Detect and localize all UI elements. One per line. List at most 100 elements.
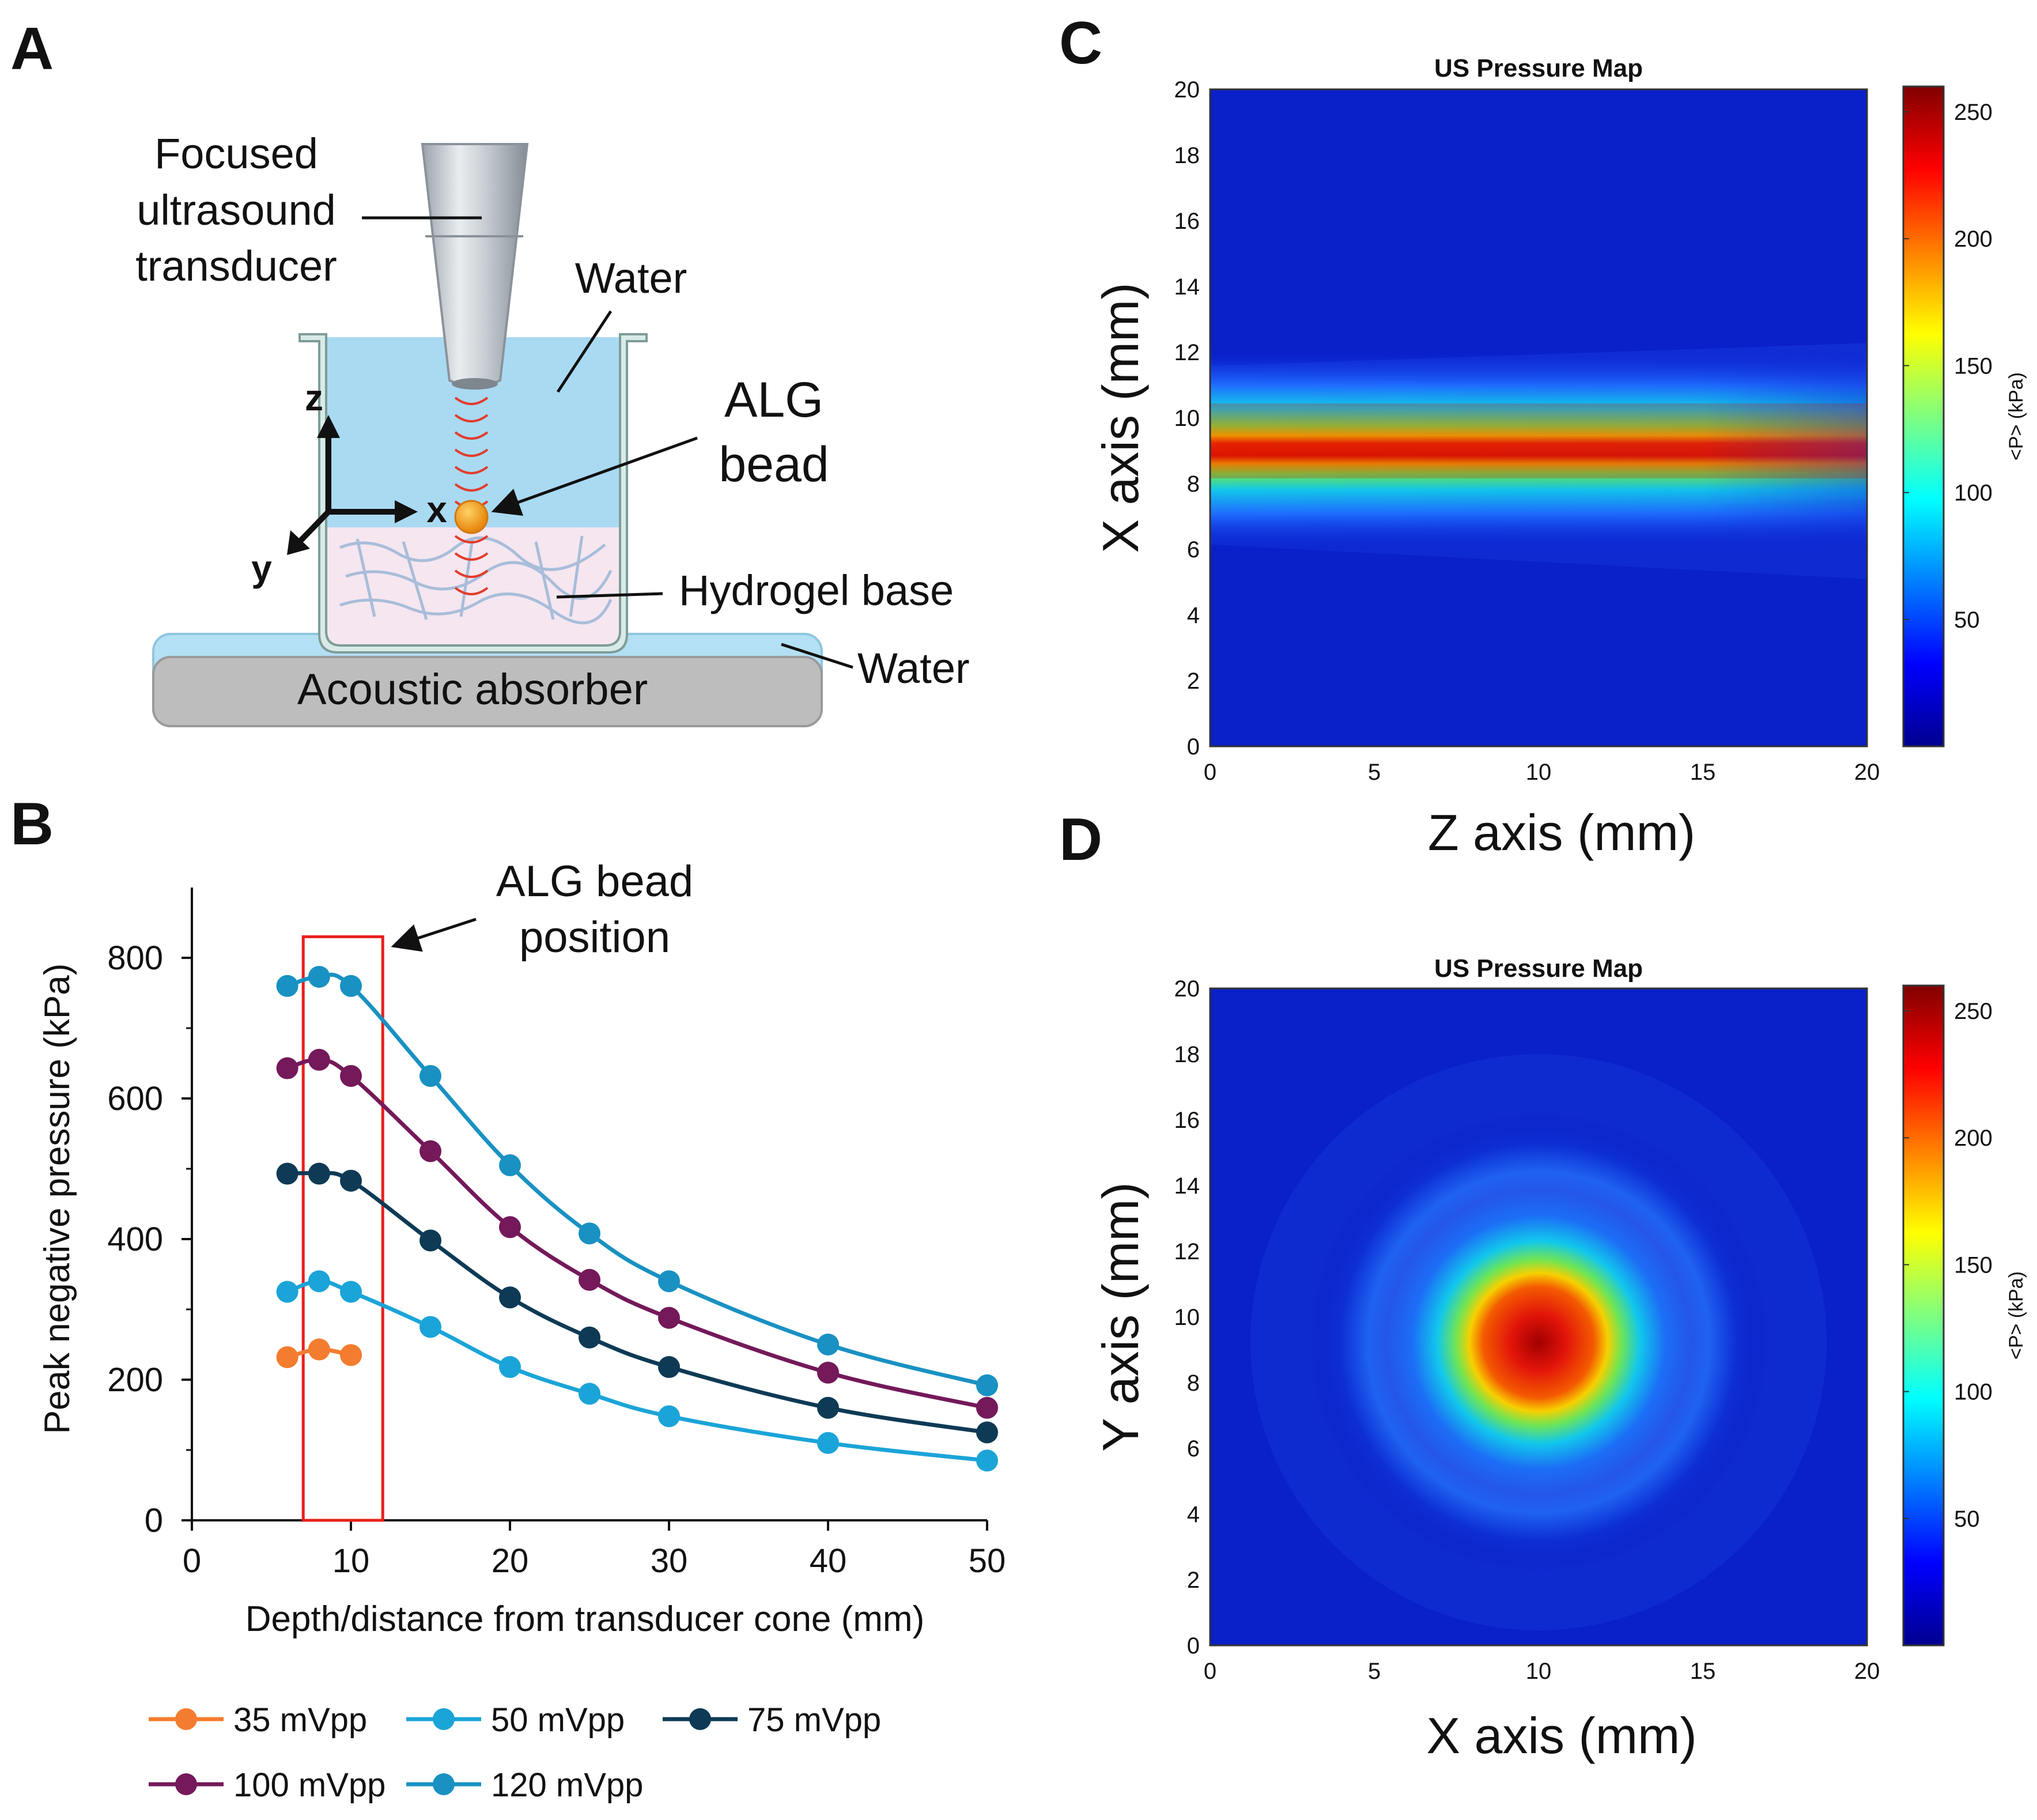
chart-b-y-tick-label: 400 — [107, 1221, 163, 1258]
map-y-tick-label: 14 — [1174, 274, 1200, 300]
data-point-75-mvpp — [976, 1421, 998, 1444]
map-y-tick-label: 20 — [1174, 77, 1200, 103]
data-point-120-mvpp — [276, 975, 298, 997]
well-container — [298, 333, 648, 654]
map-y-tick-label: 12 — [1174, 1239, 1200, 1264]
bead-label-line2: bead — [719, 437, 829, 492]
colorbar-tick-label: 200 — [1954, 226, 1993, 252]
data-point-75-mvpp — [817, 1396, 839, 1419]
legend-item-50-mvpp: 50 mVpp — [406, 1701, 625, 1739]
data-point-100-mvpp — [976, 1396, 998, 1419]
chart-b-y-axis-label: Peak negative pressure (kPa) — [37, 964, 77, 1434]
data-point-50-mvpp — [276, 1281, 298, 1303]
map-x-tick-label: 5 — [1368, 1659, 1381, 1684]
legend-item-75-mvpp: 75 mVpp — [663, 1701, 881, 1739]
data-point-50-mvpp — [420, 1316, 441, 1338]
map-y-tick-label: 6 — [1187, 537, 1200, 562]
hydrogel-base — [326, 527, 620, 645]
data-point-120-mvpp — [658, 1270, 680, 1293]
series-line-120-mvpp — [286, 972, 988, 1388]
hydrogel-leader — [556, 592, 663, 599]
data-point-100-mvpp — [340, 1064, 362, 1087]
legend-label: 120 mVpp — [491, 1766, 643, 1804]
map-x-tick-label: 5 — [1368, 760, 1381, 785]
colorbar-gradient — [1902, 85, 1945, 747]
map-y-tick-label: 0 — [1187, 734, 1200, 760]
colorbar-label: <P> (kPa) — [2005, 1271, 2027, 1360]
legend-item-120-mvpp: 120 mVpp — [406, 1766, 643, 1804]
data-point-120-mvpp — [579, 1222, 600, 1245]
pressure-depth-chart: B 0 200 400 600 800 0 10 20 30 40 50 ALG bead posi… — [10, 791, 1006, 1804]
map-c-title: US Pressure Map — [1434, 54, 1643, 82]
colorbar-tick-label: 250 — [1954, 100, 1993, 125]
map-y-tick-label: 14 — [1174, 1173, 1200, 1199]
data-point-50-mvpp — [817, 1432, 839, 1454]
chart-b-x-tick-label: 10 — [332, 1542, 370, 1580]
map-x-tick-label: 20 — [1854, 1659, 1880, 1684]
colorbar-tick-label: 50 — [1954, 607, 1980, 633]
colorbar-tick-label: 250 — [1954, 999, 1993, 1024]
chart-b-y-tick-label: 800 — [107, 939, 163, 977]
map-y-tick-label: 12 — [1174, 340, 1200, 365]
alg-bead — [454, 500, 489, 534]
chart-b-y-tick-label: 600 — [107, 1080, 163, 1117]
data-point-120-mvpp — [308, 965, 330, 988]
map-y-tick-label: 4 — [1187, 1502, 1200, 1527]
map-c-x-axis-label: Z axis (mm) — [1428, 804, 1695, 861]
chart-b-y-tick-label: 200 — [107, 1361, 163, 1399]
map-x-tick-label: 10 — [1526, 760, 1552, 785]
axis-x-label: x — [426, 489, 447, 530]
map-y-tick-label: 4 — [1187, 603, 1200, 628]
series-line-50-mvpp — [286, 1279, 988, 1463]
acoustic-absorber-label: Acoustic absorber — [297, 665, 648, 714]
map-c-beam — [1210, 349, 1867, 550]
legend-marker — [175, 1708, 197, 1730]
legend-item-100-mvpp: 100 mVpp — [149, 1766, 386, 1804]
chart-b-x-tick-label: 40 — [810, 1542, 847, 1580]
data-point-75-mvpp — [658, 1356, 680, 1379]
map-c-frame — [1209, 88, 1868, 747]
coordinate-axes — [287, 415, 418, 555]
map-d-frame — [1209, 987, 1868, 1647]
legend-marker — [175, 1773, 197, 1795]
map-y-tick-label: 10 — [1174, 1305, 1200, 1330]
map-y-tick-label: 8 — [1187, 1370, 1200, 1396]
map-x-tick-label: 0 — [1204, 760, 1216, 785]
setup-diagram: A Acoustic absorber — [10, 16, 970, 727]
map-x-tick-label: 0 — [1204, 1659, 1216, 1684]
data-point-100-mvpp — [658, 1307, 680, 1329]
data-point-100-mvpp — [499, 1216, 521, 1238]
map-y-tick-label: 10 — [1174, 406, 1200, 431]
chart-b-x-tick-label: 0 — [183, 1542, 201, 1580]
chart-b-x-tick-label: 50 — [969, 1542, 1006, 1580]
data-point-35-mvpp — [276, 1346, 298, 1368]
legend-label: 35 mVpp — [233, 1701, 367, 1739]
legend-marker — [689, 1708, 711, 1730]
data-point-35-mvpp — [340, 1344, 362, 1366]
bead-position-box — [301, 935, 384, 1522]
legend-marker — [433, 1773, 455, 1795]
chart-b-x-axis-label: Depth/distance from transducer cone (mm) — [245, 1599, 924, 1639]
map-y-tick-label: 20 — [1174, 976, 1200, 1002]
water-bottom-leader — [781, 643, 853, 669]
colorbar-tick-label: 150 — [1954, 1252, 1993, 1278]
data-point-50-mvpp — [499, 1356, 521, 1379]
map-x-tick-label: 15 — [1690, 760, 1716, 785]
map-c-beam-core — [1210, 403, 1867, 478]
map-c-y-axis-label: X axis (mm) — [1092, 282, 1149, 553]
transducer-label-line1: Focused — [154, 130, 318, 178]
transducer-tip — [452, 378, 498, 390]
colorbar-tick-label: 100 — [1954, 1380, 1993, 1405]
data-point-50-mvpp — [308, 1270, 330, 1293]
water-top-leader — [556, 310, 613, 393]
transducer-label-line3: transducer — [135, 242, 337, 290]
axis-y-label: y — [251, 547, 272, 589]
colorbar-label: <P> (kPa) — [2005, 372, 2027, 460]
ultrasound-waves — [454, 397, 489, 595]
map-d-title: US Pressure Map — [1434, 954, 1643, 983]
map-y-tick-label: 16 — [1174, 209, 1200, 234]
map-y-tick-label: 8 — [1187, 471, 1200, 497]
pressure-map-xy: D US Pressure Map 0 5 10 15 2002468101214161… — [1059, 806, 2027, 1764]
data-point-120-mvpp — [340, 975, 362, 997]
